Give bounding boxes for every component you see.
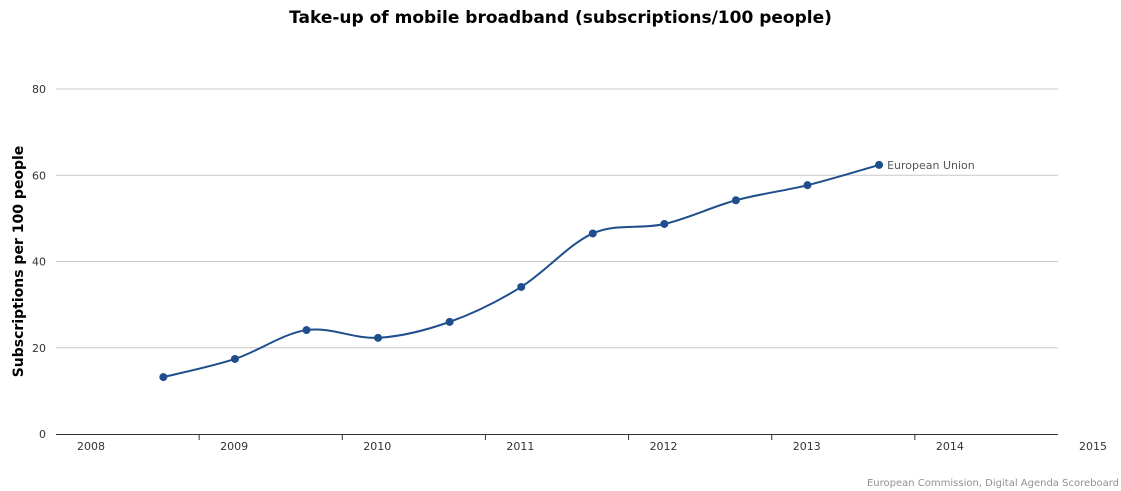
chart-title: Take-up of mobile broadband (subscriptio… (289, 8, 832, 28)
x-tick-label: 2014 (936, 440, 964, 453)
y-axis-label: Subscriptions per 100 people (11, 146, 27, 378)
data-point[interactable] (875, 160, 884, 169)
data-point[interactable] (445, 317, 454, 326)
data-point[interactable] (803, 181, 812, 190)
data-point[interactable] (517, 282, 526, 291)
x-tick-label: 2013 (793, 440, 821, 453)
data-point[interactable] (230, 354, 239, 363)
data-point[interactable] (302, 326, 311, 335)
series-line (163, 163, 880, 379)
x-tick-label: 2012 (650, 440, 678, 453)
y-tick-labels: 0 20 40 60 80 (32, 83, 46, 441)
gridlines (56, 88, 1058, 349)
y-tick-label: 0 (39, 428, 46, 441)
x-tick-label: 2011 (506, 440, 534, 453)
credits[interactable]: European Commission, Digital Agenda Scor… (866, 478, 1119, 489)
data-point[interactable] (660, 219, 669, 228)
y-tick-label: 60 (32, 169, 46, 182)
data-point[interactable] (374, 333, 383, 342)
y-tick-label: 40 (32, 256, 46, 269)
series-group: European Union (159, 159, 975, 382)
x-tick-label: 2009 (220, 440, 248, 453)
y-tick-label: 20 (32, 342, 46, 355)
data-point[interactable] (588, 229, 597, 238)
y-tick-label: 80 (32, 83, 46, 96)
data-point[interactable] (731, 196, 740, 205)
x-tick-label: 2015 (1079, 440, 1107, 453)
x-tick-label: 2010 (363, 440, 391, 453)
x-tick-label: 2008 (77, 440, 105, 453)
axes (56, 434, 1058, 440)
series-label: European Union (887, 159, 975, 172)
x-tick-labels: 2008 2009 2010 2011 2012 2013 2014 2015 (77, 440, 1107, 453)
data-point[interactable] (159, 373, 168, 382)
